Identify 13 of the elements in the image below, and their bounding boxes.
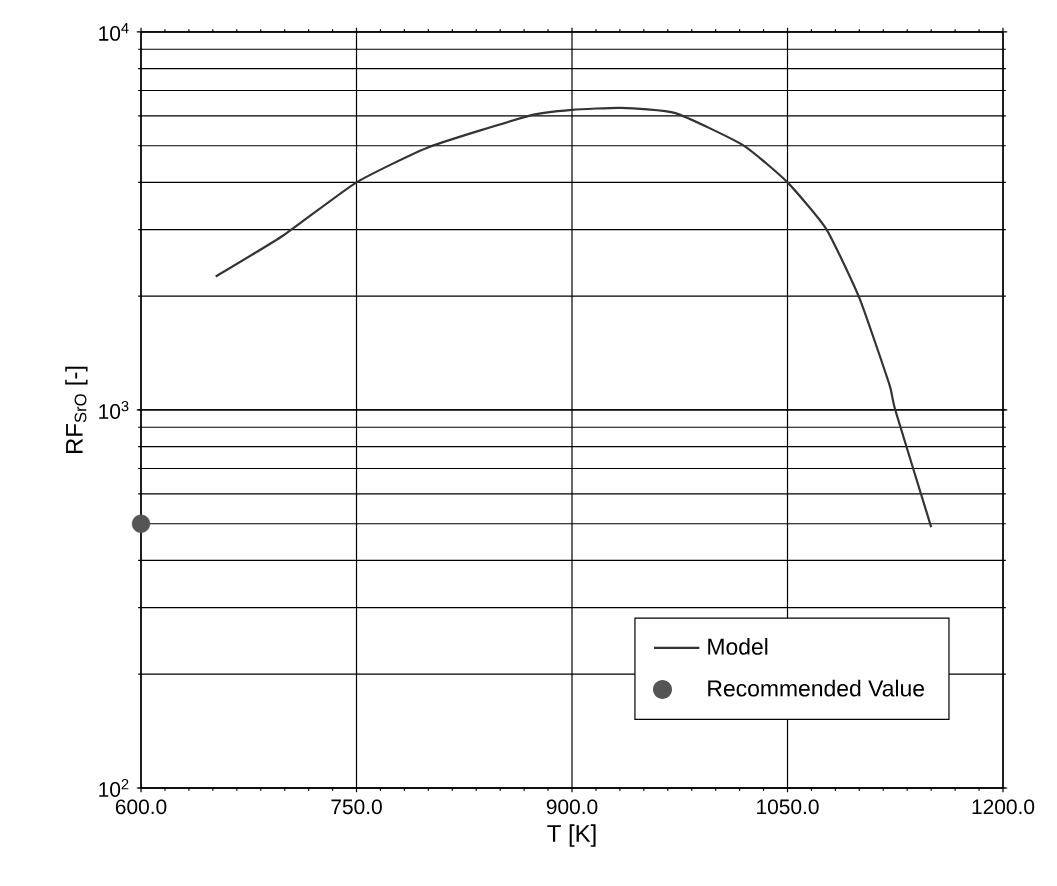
- legend-label: Model: [708, 638, 768, 655]
- y-tick-label: 10$^{2}$: [99, 779, 129, 797]
- x-axis-title: T [K]: [547, 824, 596, 847]
- x-tick-label: 1050.0: [757, 799, 819, 815]
- y-tick-label: 10$^{3}$: [99, 401, 129, 419]
- y-tick-label: 10$^{4}$: [99, 23, 129, 41]
- x-tick-label: 750.0: [331, 799, 382, 815]
- line-series: [214, 106, 933, 529]
- x-tick-label: 600.0: [115, 799, 167, 815]
- legend-label: Recommended Value: [708, 679, 925, 697]
- x-tick-label: 900.0: [546, 799, 598, 815]
- y-axis-title: RF$_{SrO}$ [-]: [65, 366, 88, 454]
- x-tick-label: 1200.0: [972, 799, 1035, 815]
